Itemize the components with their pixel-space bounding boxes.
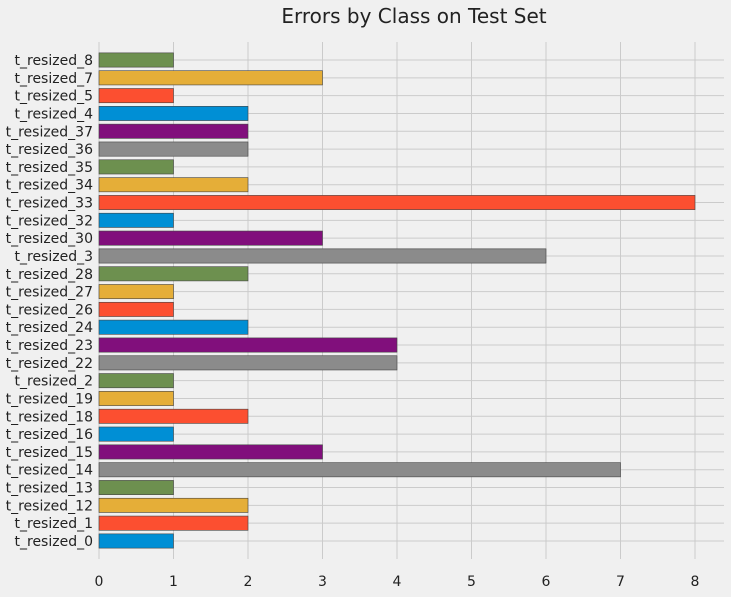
x-tick-label: 5 [467,574,476,590]
x-tick-label: 4 [393,574,402,590]
bar-t_resized_23 [98,337,398,353]
bar-t_resized_2 [98,373,174,389]
x-tick-label: 3 [318,574,327,590]
bar-t_resized_33 [98,195,696,210]
y-tick-label: t_resized_37 [6,124,93,140]
y-tick-label: t_resized_28 [6,267,93,283]
bar-t_resized_34 [98,177,249,193]
x-tick-label: 8 [691,574,700,590]
y-tick-labels: t_resized_0t_resized_1t_resized_12t_resi… [6,53,93,550]
y-tick-label: t_resized_15 [6,445,93,461]
y-tick-label: t_resized_24 [6,320,93,336]
bar-t_resized_13 [98,480,174,495]
bar-t_resized_36 [98,141,249,157]
x-tick-label: 2 [244,574,253,590]
bar-t_resized_16 [98,426,174,442]
y-tick-label: t_resized_33 [6,196,93,212]
y-tick-label: t_resized_8 [15,53,94,69]
y-tick-label: t_resized_35 [6,160,93,176]
bar-t_resized_37 [98,123,249,139]
x-tick-label: 6 [542,574,551,590]
bar-t_resized_0 [98,533,174,549]
bar-t_resized_14 [98,462,621,478]
x-tick-label: 1 [169,574,178,590]
bars [98,52,696,549]
bar-t_resized_19 [98,391,174,406]
bar-t_resized_24 [98,319,249,335]
y-tick-label: t_resized_19 [6,391,93,407]
y-tick-label: t_resized_2 [15,374,94,390]
y-tick-label: t_resized_18 [6,409,93,425]
y-tick-label: t_resized_32 [6,213,93,229]
bar-t_resized_15 [98,444,323,460]
bar-t_resized_30 [98,230,323,246]
bar-t_resized_1 [98,515,249,531]
x-tick-label: 0 [95,574,104,590]
bar-t_resized_4 [98,106,249,121]
y-tick-label: t_resized_0 [15,534,94,550]
y-tick-label: t_resized_22 [6,356,93,372]
y-tick-label: t_resized_3 [15,249,94,265]
y-tick-label: t_resized_27 [6,285,93,301]
y-tick-label: t_resized_4 [15,106,94,122]
bar-t_resized_32 [98,212,174,228]
bar-t_resized_8 [98,52,174,68]
bar-t_resized_27 [98,284,174,300]
y-tick-label: t_resized_12 [6,498,93,514]
bar-t_resized_26 [98,301,174,317]
y-tick-label: t_resized_1 [15,516,94,532]
x-tick-label: 7 [616,574,625,590]
x-tick-labels: 0 1 2 3 4 5 6 7 8 [95,574,700,590]
bar-t_resized_3 [98,248,547,264]
y-tick-label: t_resized_26 [6,302,93,318]
y-tick-label: t_resized_16 [6,427,93,443]
bar-t_resized_18 [98,408,249,424]
y-tick-label: t_resized_7 [15,71,94,87]
chart-title: Errors by Class on Test Set [281,4,546,28]
bar-t_resized_12 [98,497,249,513]
bar-t_resized_7 [98,70,323,86]
bar-t_resized_5 [98,88,174,104]
y-tick-label: t_resized_36 [6,142,93,158]
y-tick-label: t_resized_13 [6,481,93,497]
y-tick-label: t_resized_23 [6,338,93,354]
y-tick-label: t_resized_5 [15,89,94,105]
bar-t_resized_28 [98,266,249,282]
bar-t_resized_35 [98,159,174,175]
y-tick-label: t_resized_30 [6,231,93,247]
bar-t_resized_22 [98,355,398,371]
y-tick-label: t_resized_14 [6,463,93,479]
y-tick-label: t_resized_34 [6,178,93,194]
